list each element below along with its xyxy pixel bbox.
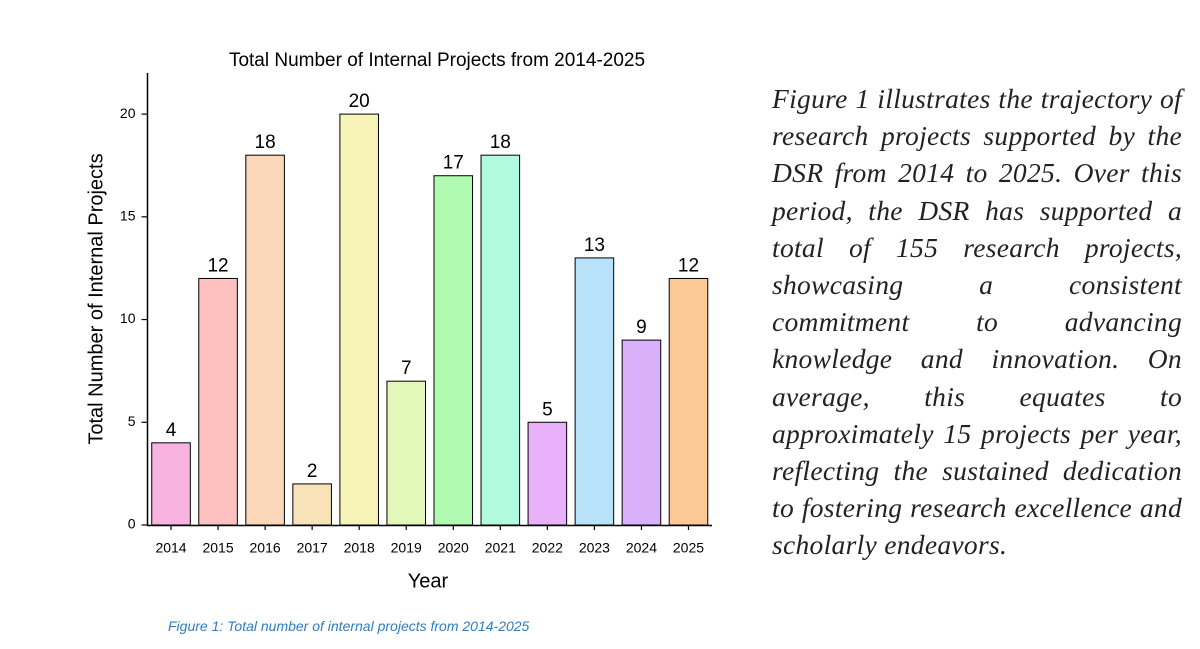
x-tick-label: 2015	[202, 540, 233, 556]
x-tick-label: 2018	[344, 540, 375, 556]
bar	[151, 442, 191, 526]
value-label: 7	[401, 358, 412, 379]
figure-caption: Figure 1: Total number of internal proje…	[168, 618, 530, 634]
bar	[621, 339, 662, 526]
bar	[292, 483, 332, 526]
x-tick-label: 2016	[250, 540, 281, 556]
y-tick-label: 10	[120, 310, 136, 326]
value-label: 9	[636, 317, 647, 338]
y-tick-label: 0	[128, 516, 136, 532]
y-tick-label: 15	[120, 208, 136, 224]
y-tick-label: 5	[128, 413, 136, 429]
bar	[198, 277, 238, 526]
value-label: 12	[678, 255, 699, 276]
bar	[574, 257, 615, 526]
x-tick-label: 2022	[532, 540, 563, 556]
bar	[433, 175, 474, 526]
x-tick-label: 2024	[626, 540, 657, 556]
x-tick-label: 2021	[485, 540, 516, 556]
value-label: 2	[307, 461, 318, 482]
bar	[480, 154, 521, 526]
x-tick-label: 2020	[438, 540, 469, 556]
bar	[339, 113, 379, 526]
chart-title: Total Number of Internal Projects from 2…	[229, 50, 645, 71]
bar	[245, 154, 285, 526]
bar	[527, 421, 568, 526]
x-tick-label: 2019	[391, 540, 422, 556]
value-label: 5	[542, 399, 553, 420]
value-label: 12	[207, 255, 228, 276]
paragraph: Figure 1 illustrates the trajectory of r…	[772, 83, 1182, 561]
value-label: 13	[584, 235, 605, 256]
bar	[668, 277, 709, 526]
x-tick-label: 2017	[297, 540, 328, 556]
value-label: 17	[443, 153, 464, 174]
value-label: 4	[166, 420, 177, 441]
x-tick-label: 2025	[673, 540, 704, 556]
bar	[386, 380, 427, 526]
value-label: 18	[255, 132, 276, 153]
x-tick-label: 2014	[155, 540, 186, 556]
value-label: 20	[349, 91, 370, 112]
y-tick-label: 20	[120, 105, 136, 121]
x-tick-label: 2023	[579, 540, 610, 556]
value-label: 18	[490, 132, 511, 153]
y-axis-label: Total Number of Internal Projects	[85, 153, 107, 444]
x-axis-label: Year	[408, 570, 449, 592]
chart: Total Number of Internal Projects from 2…	[85, 50, 712, 592]
